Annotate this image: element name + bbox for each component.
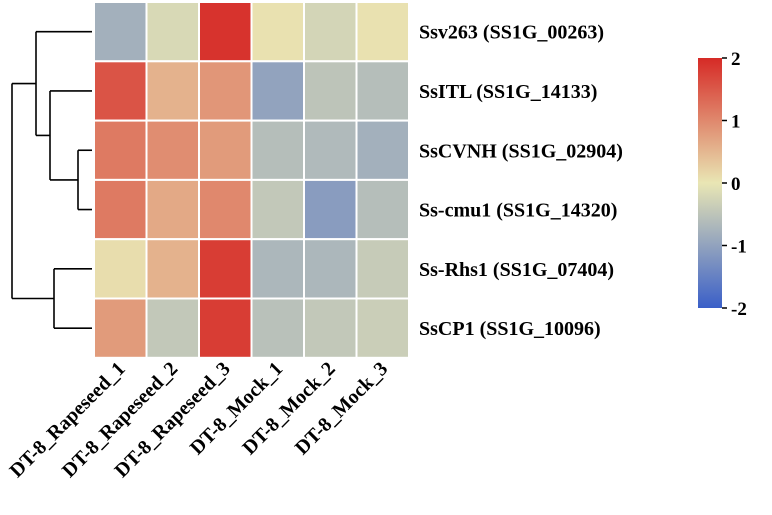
heatmap-cell bbox=[145, 119, 200, 181]
heatmap-cell bbox=[198, 1, 253, 63]
heatmap-cell bbox=[93, 60, 148, 122]
heatmap-cell bbox=[355, 119, 410, 181]
colorbar-tick-label: 2 bbox=[731, 49, 741, 70]
column-label: DT-8_Mock_1 bbox=[186, 358, 287, 459]
heatmap-cell bbox=[355, 60, 410, 122]
row-label: SsCP1 (SS1G_10096) bbox=[419, 318, 601, 340]
column-labels: DT-8_Rapeseed_1DT-8_Rapeseed_2DT-8_Rapes… bbox=[6, 358, 393, 482]
heatmap-cell bbox=[93, 119, 148, 181]
colorbar: 2 1 0 -1 -2 bbox=[698, 49, 747, 320]
row-label: SsCVNH (SS1G_02904) bbox=[419, 140, 623, 162]
heatmap-cell bbox=[198, 119, 253, 181]
heatmap-cell bbox=[250, 297, 305, 359]
colorbar-gradient bbox=[698, 58, 722, 308]
heatmap-cell bbox=[93, 178, 148, 241]
heatmap-cell bbox=[250, 178, 305, 241]
row-dendrogram bbox=[11, 30, 92, 329]
heatmap-cell bbox=[93, 297, 148, 359]
heatmap-cell bbox=[93, 1, 148, 63]
row-labels: Ssv263 (SS1G_00263) SsITL (SS1G_14133) SsC… bbox=[419, 22, 623, 340]
row-label: Ss-Rhs1 (SS1G_07404) bbox=[419, 259, 614, 281]
heatmap-cell bbox=[145, 60, 200, 122]
heatmap-cell bbox=[303, 1, 358, 63]
heatmap-cell bbox=[355, 178, 410, 241]
heatmap-cell bbox=[303, 60, 358, 122]
colorbar-tick-label: 0 bbox=[731, 174, 741, 195]
heatmap-cell bbox=[303, 119, 358, 181]
heatmap-cell bbox=[303, 297, 358, 359]
colorbar-tick-label: -2 bbox=[731, 299, 747, 320]
heatmap-cell bbox=[355, 297, 410, 359]
column-label: DT-8_Mock_2 bbox=[238, 358, 339, 459]
heatmap-cell bbox=[303, 238, 358, 300]
heatmap-cell bbox=[198, 178, 253, 241]
heatmap-cell bbox=[250, 238, 305, 300]
heatmap-cell bbox=[250, 60, 305, 122]
heatmap-cell bbox=[198, 238, 253, 300]
heatmap-cell bbox=[250, 119, 305, 181]
heatmap-cell bbox=[250, 1, 305, 63]
row-label: SsITL (SS1G_14133) bbox=[419, 81, 597, 103]
heatmap-cell bbox=[303, 178, 358, 241]
heatmap-cell bbox=[145, 178, 200, 241]
row-label: Ss-cmu1 (SS1G_14320) bbox=[419, 200, 617, 222]
colorbar-tick-label: -1 bbox=[731, 237, 747, 258]
heatmap-cell bbox=[145, 1, 200, 63]
heatmap-cells bbox=[93, 1, 410, 359]
column-label: DT-8_Mock_3 bbox=[291, 358, 392, 459]
heatmap-cell bbox=[355, 238, 410, 300]
heatmap-cell bbox=[145, 297, 200, 359]
colorbar-tick-label: 1 bbox=[731, 112, 741, 133]
row-label: Ssv263 (SS1G_00263) bbox=[419, 22, 604, 44]
heatmap-cell bbox=[198, 60, 253, 122]
heatmap-cell bbox=[198, 297, 253, 359]
heatmap-cell bbox=[145, 238, 200, 300]
heatmap-cell bbox=[93, 238, 148, 300]
heatmap-cell bbox=[355, 1, 410, 63]
